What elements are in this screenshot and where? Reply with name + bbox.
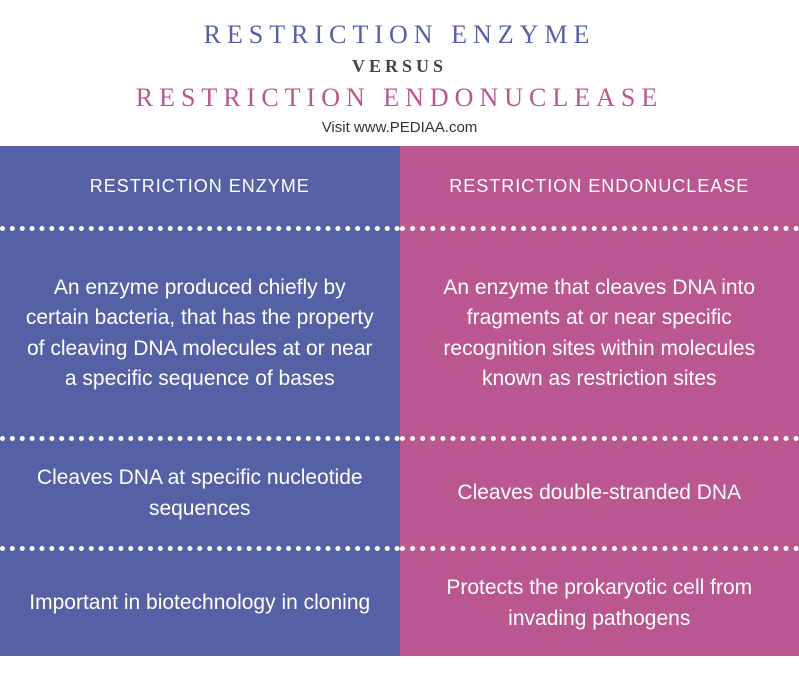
- left-definition: An enzyme produced chiefly by certain ba…: [0, 226, 400, 436]
- column-right: RESTRICTION ENDONUCLEASE An enzyme that …: [400, 146, 799, 656]
- title-right: RESTRICTION ENDONUCLEASE: [10, 83, 789, 113]
- left-importance: Important in biotechnology in cloning: [0, 546, 400, 656]
- left-function: Cleaves DNA at specific nucleotide seque…: [0, 436, 400, 546]
- right-importance: Protects the prokaryotic cell from invad…: [400, 546, 799, 656]
- versus-label: VERSUS: [10, 56, 789, 77]
- header-block: RESTRICTION ENZYME VERSUS RESTRICTION EN…: [0, 0, 799, 146]
- right-definition: An enzyme that cleaves DNA into fragment…: [400, 226, 799, 436]
- visit-link: Visit www.PEDIAA.com: [10, 119, 789, 136]
- column-right-header: RESTRICTION ENDONUCLEASE: [400, 146, 799, 226]
- column-left: RESTRICTION ENZYME An enzyme produced ch…: [0, 146, 400, 656]
- right-function: Cleaves double-stranded DNA: [400, 436, 799, 546]
- title-left: RESTRICTION ENZYME: [10, 20, 789, 50]
- comparison-table: RESTRICTION ENZYME An enzyme produced ch…: [0, 146, 799, 656]
- column-left-header: RESTRICTION ENZYME: [0, 146, 400, 226]
